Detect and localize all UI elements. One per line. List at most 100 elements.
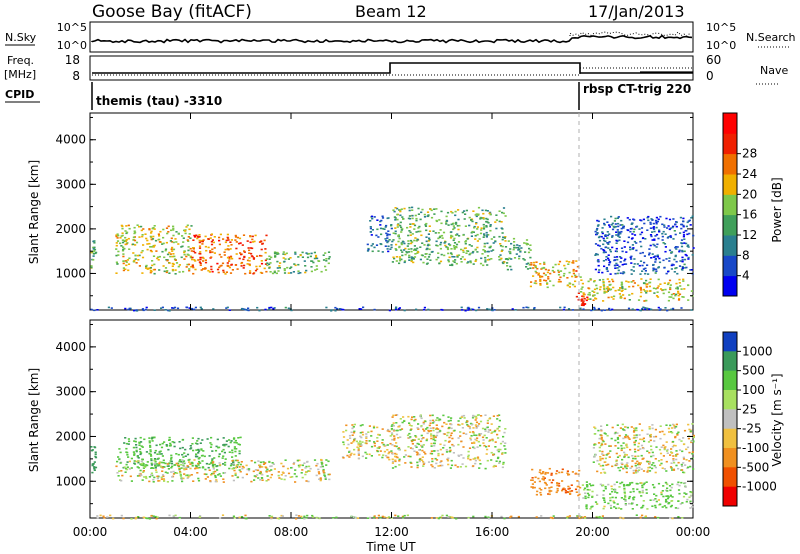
echo-cell (584, 497, 587, 500)
echo-cell (476, 446, 479, 448)
echo-cell (139, 463, 142, 465)
echo-cell (504, 236, 507, 238)
echo-cell (472, 431, 475, 433)
echo-cell (375, 234, 378, 237)
echo-cell (669, 236, 673, 239)
echo-cell (189, 448, 192, 450)
echo-cell (437, 452, 440, 455)
echo-cell (397, 234, 400, 236)
echo-cell (241, 476, 244, 479)
echo-cell (369, 516, 372, 519)
echo-cell (282, 257, 285, 259)
echo-cell (620, 219, 623, 222)
echo-cell (187, 240, 190, 242)
echo-cell (480, 217, 483, 219)
echo-cell (211, 459, 214, 462)
echo-cell (290, 309, 293, 312)
nsearch-line (569, 31, 691, 37)
echo-cell (179, 475, 183, 477)
echo-cell (387, 428, 390, 431)
echo-cell (650, 257, 653, 259)
echo-cell (609, 450, 612, 452)
echo-cell (605, 256, 608, 258)
echo-cell (649, 221, 652, 224)
echo-cell (583, 516, 587, 518)
echo-cell (685, 229, 688, 232)
echo-cell (683, 429, 687, 432)
echo-cell (544, 473, 547, 475)
echo-cell (627, 484, 630, 487)
echo-cell (409, 447, 413, 449)
colorbar-tick-label: -1000 (742, 480, 777, 494)
echo-cell (134, 244, 137, 246)
echo-cell (566, 470, 569, 472)
echo-cell (252, 272, 255, 275)
echo-cell (109, 514, 112, 517)
echo-cell (430, 433, 433, 435)
echo-cell (128, 227, 131, 230)
echo-cell (217, 474, 220, 476)
cpid-panel: CPID themis (tau) -3310 rbsp CT-trig 220 (5, 82, 691, 110)
echo-cell (140, 251, 143, 254)
echo-cell (464, 225, 467, 227)
nsearch-tick-top: 10^5 (706, 21, 736, 34)
echo-cell (561, 480, 564, 482)
echo-cell (639, 516, 642, 519)
echo-cell (483, 434, 486, 437)
echo-cell (94, 466, 98, 469)
echo-cell (129, 475, 132, 478)
echo-cell (474, 419, 477, 421)
echo-cell (122, 517, 125, 520)
echo-cell (626, 465, 629, 467)
echo-cell (226, 233, 229, 236)
echo-cell (249, 247, 252, 249)
echo-cell (604, 246, 607, 249)
echo-cell (616, 267, 619, 269)
echo-cell (608, 280, 611, 283)
echo-cell (494, 429, 497, 432)
echo-cell (408, 256, 411, 259)
echo-cell (210, 436, 213, 439)
echo-cell (210, 243, 214, 246)
echo-cell (664, 250, 667, 253)
echo-cell (618, 265, 621, 268)
echo-cell (365, 437, 368, 439)
echo-cell (489, 224, 492, 226)
echo-cell (218, 453, 221, 455)
echo-cell (542, 272, 546, 275)
echo-cell (680, 307, 683, 309)
echo-cell (648, 248, 651, 250)
echo-cell (167, 231, 170, 233)
echo-cell (270, 517, 273, 520)
echo-cell (476, 226, 479, 228)
echo-cell (149, 271, 152, 274)
echo-cell (470, 219, 473, 221)
echo-cell (599, 459, 602, 462)
echo-cell (503, 445, 506, 447)
echo-cell (529, 249, 532, 251)
echo-cell (640, 278, 643, 280)
echo-cell (654, 466, 657, 469)
echo-cell (539, 284, 542, 286)
nsky-frame (89, 21, 694, 53)
echo-cell (388, 451, 391, 453)
echo-cell (376, 450, 379, 453)
colorbar-tick-label: 28 (742, 147, 757, 161)
echo-cell (410, 250, 413, 253)
echo-cell (489, 246, 492, 249)
echo-cell (198, 235, 201, 238)
echo-cell (204, 468, 207, 471)
echo-cell (435, 424, 438, 426)
echo-cell (282, 251, 285, 253)
echo-cell (500, 221, 503, 223)
echo-cell (174, 273, 177, 275)
echo-cell (623, 447, 626, 449)
echo-cell (680, 245, 684, 248)
echo-cell (218, 266, 221, 269)
echo-cell (138, 225, 141, 228)
echo-cell (223, 443, 226, 446)
echo-cell (429, 419, 432, 422)
nsky-tick-bottom: 10^0 (57, 39, 87, 52)
echo-cell (649, 244, 652, 247)
echo-cell (465, 209, 468, 212)
